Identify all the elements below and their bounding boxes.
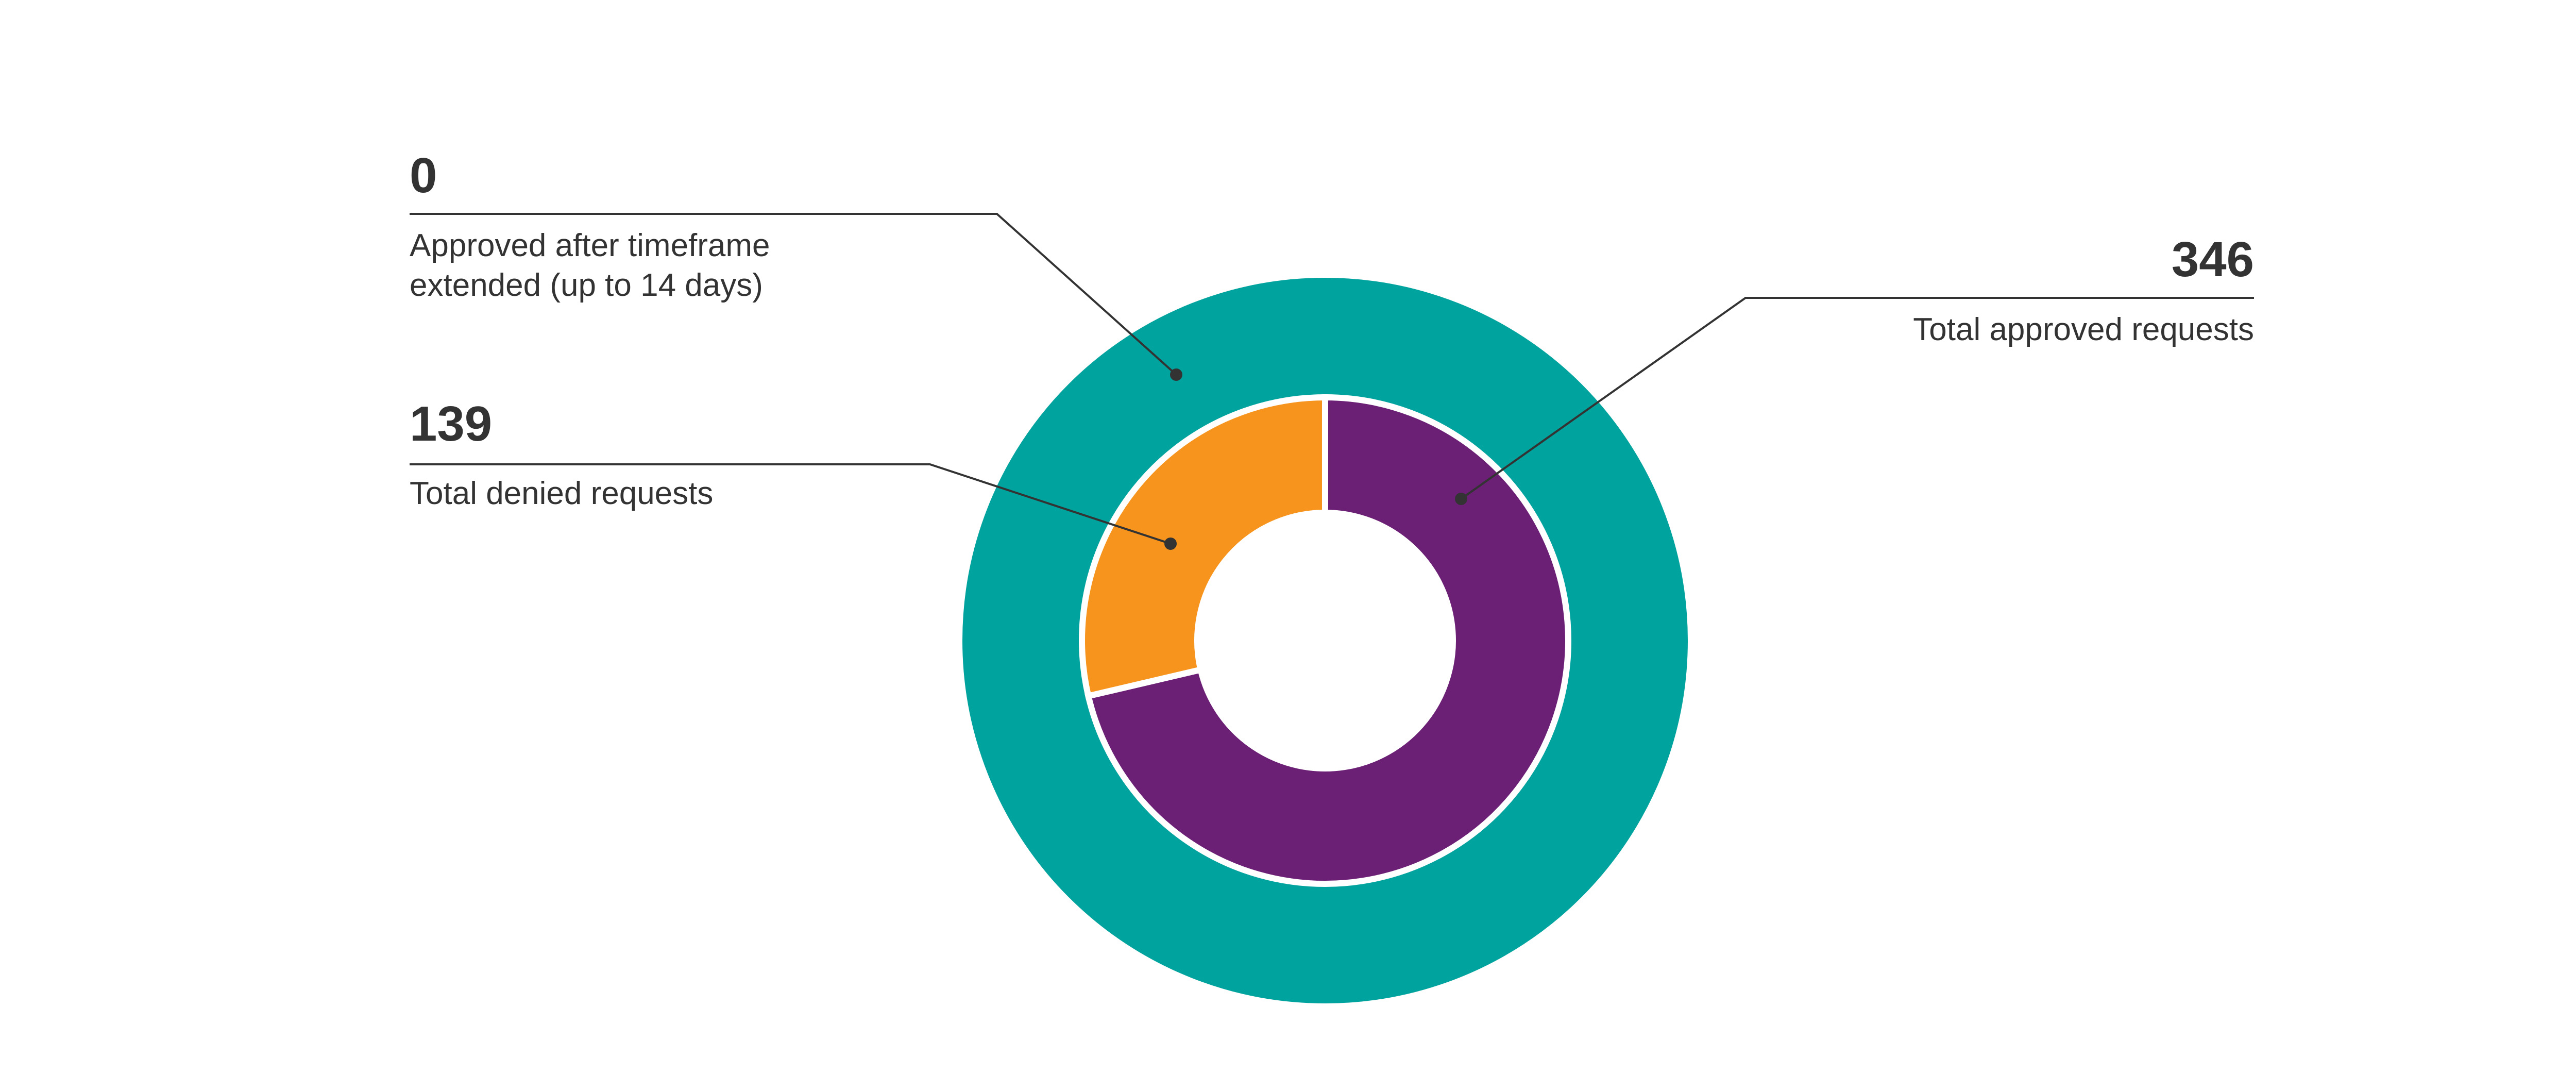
callout-denied-value: 139 [410,396,492,451]
inner-slice-denied [1078,394,1328,700]
callout-extended-value: 0 [410,148,437,203]
callout-approved: 346 Total approved requests [1455,232,2254,505]
callout-denied-leader [410,463,1171,545]
callout-approved-leader [1460,297,2254,500]
callout-approved-dot [1455,493,1467,505]
callout-approved-label: Total approved requests [1913,312,2254,347]
callout-denied: 139 Total denied requests [410,396,1177,550]
callout-extended-dot [1170,368,1182,381]
callout-denied-dot [1164,538,1177,550]
inner-slice-approved [1084,394,1571,887]
callout-extended-leader [410,213,1177,376]
callouts: 0 Approved after timeframe extended (up … [410,148,2254,550]
outer-ring-band [962,278,1688,1003]
callout-denied-label: Total denied requests [410,476,713,511]
callout-extended-label-line-2: extended (up to 14 days) [410,267,763,303]
donut-rings [962,278,1688,1003]
callout-extended: 0 Approved after timeframe extended (up … [410,148,1182,381]
callout-extended-label-line-1: Approved after timeframe [410,228,770,263]
callout-approved-value: 346 [2172,232,2254,287]
